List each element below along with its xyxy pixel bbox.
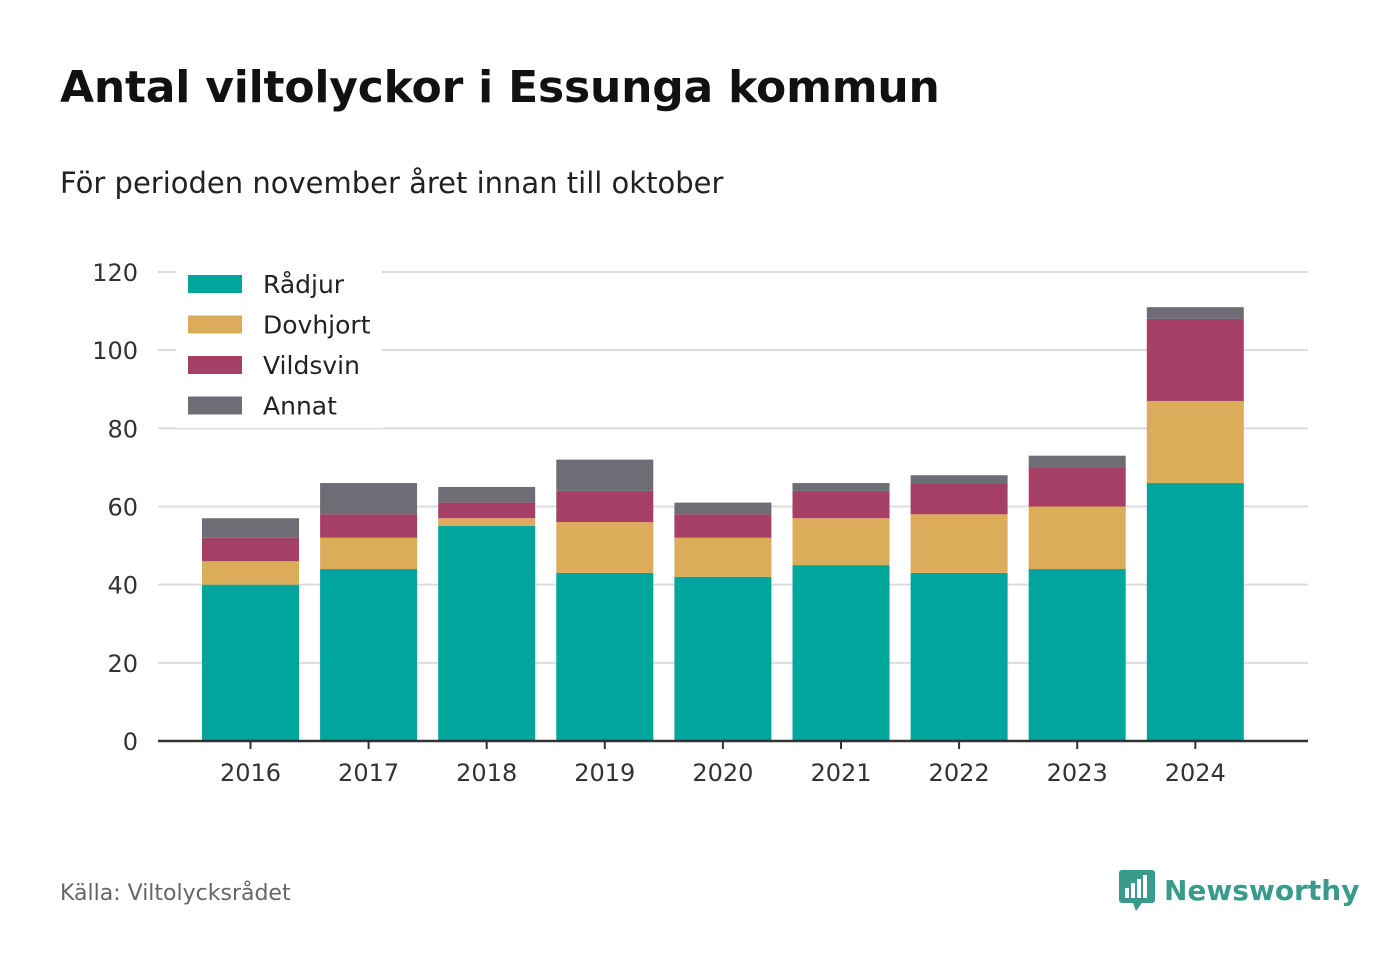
y-tick-label: 40 [107,572,138,600]
bar-vildsvin-2017 [320,514,418,538]
y-tick-label: 0 [123,728,138,756]
bar-vildsvin-2018 [438,502,536,519]
bar-dovhjort-2017 [320,537,418,570]
legend: Rådjur Dovhjort Vildsvin Annat [176,266,382,428]
bar-rådjur-2023 [1028,569,1126,741]
legend-label-annat: Annat [263,392,337,421]
legend-swatch-dovhjort [188,315,242,334]
bar-rådjur-2024 [1146,483,1244,741]
bar-dovhjort-2019 [556,522,654,573]
bar-vildsvin-2019 [556,490,654,523]
y-tick-label: 60 [107,494,138,522]
legend-swatch-vildsvin [188,356,242,374]
bar-dovhjort-2024 [1146,400,1244,484]
x-tick-label: 2022 [929,759,990,787]
bar-vildsvin-2024 [1146,318,1244,401]
bar-vildsvin-2020 [674,514,772,538]
y-tick-label: 20 [107,650,138,678]
x-tick-label: 2024 [1165,759,1226,787]
legend-swatch-annat [188,396,242,415]
legend-swatch-rådjur [188,275,242,293]
bar-annat-2018 [438,486,536,503]
bar-rådjur-2017 [320,569,418,741]
x-tick-label: 2021 [810,759,871,787]
chart-title: Antal viltolyckor i Essunga kommun [60,62,940,113]
bar-annat-2021 [792,483,890,491]
bar-dovhjort-2023 [1028,506,1126,570]
brand-logo: Newsworthy [1118,868,1359,912]
chart-subtitle: För perioden november året innan till ok… [60,166,724,200]
y-tick-label: 80 [107,415,138,443]
bar-rådjur-2022 [910,572,1008,741]
x-tick-label: 2017 [338,759,399,787]
bar-dovhjort-2021 [792,518,890,566]
bar-annat-2024 [1146,307,1244,319]
x-tick-label: 2018 [456,759,517,787]
bar-dovhjort-2018 [438,518,536,527]
bar-rådjur-2021 [792,565,890,741]
y-tick-label: 100 [92,337,138,365]
bar-annat-2022 [910,475,1008,484]
bar-vildsvin-2022 [910,483,1008,515]
x-tick-label: 2020 [692,759,753,787]
legend-label-rådjur: Rådjur [263,270,345,299]
brand-name: Newsworthy [1164,873,1360,907]
bar-dovhjort-2022 [910,514,1008,573]
bars [202,307,1244,741]
bar-rådjur-2020 [674,576,772,741]
bar-vildsvin-2021 [792,490,890,519]
bar-annat-2017 [320,483,418,515]
bar-rådjur-2019 [556,572,654,741]
axes: 0 20 40 60 80 100 120 2016 2017 2018 2019 2020 2021 2… [92,259,1308,787]
bar-vildsvin-2023 [1028,467,1126,507]
bar-annat-2019 [556,459,654,491]
bar-annat-2020 [674,502,772,515]
x-tick-label: 2019 [574,759,635,787]
source-note: Källa: Viltolycksrådet [60,881,291,906]
x-tick-label: 2016 [220,759,281,787]
bar-rådjur-2016 [202,584,299,741]
bar-vildsvin-2016 [202,537,299,562]
y-tick-label: 120 [92,259,138,287]
legend-label-vildsvin: Vildsvin [263,351,360,380]
bar-annat-2023 [1028,455,1126,468]
bar-dovhjort-2020 [674,537,772,577]
bar-chart-badge-icon [1119,870,1155,911]
x-tick-label: 2023 [1047,759,1108,787]
legend-label-dovhjort: Dovhjort [263,311,371,340]
bar-annat-2016 [202,518,299,538]
bar-dovhjort-2016 [202,561,299,585]
bar-rådjur-2018 [438,526,536,741]
